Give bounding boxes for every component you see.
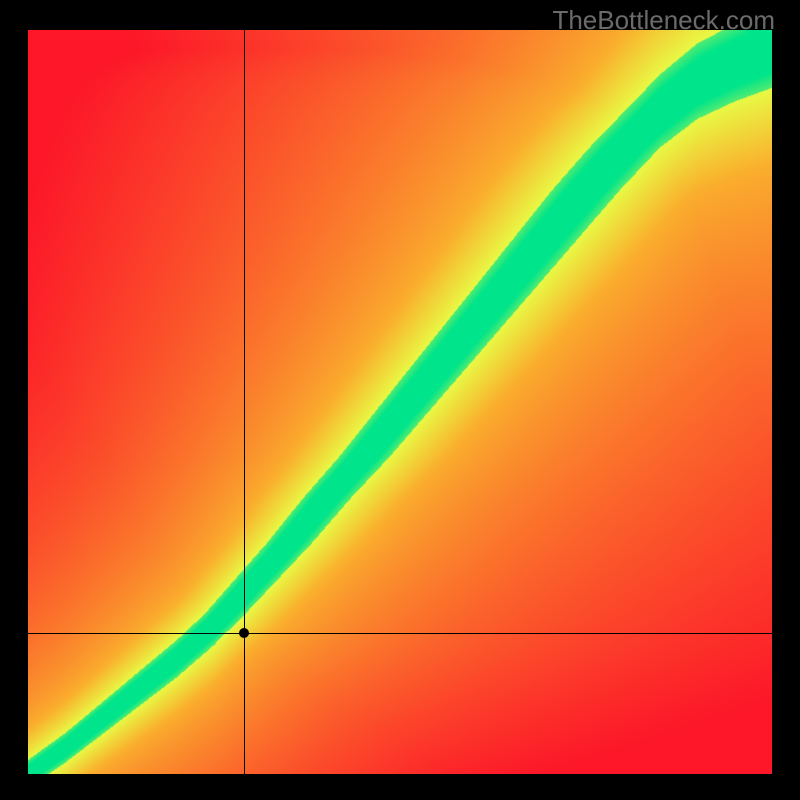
chart-container: TheBottleneck.com	[0, 0, 800, 800]
crosshair-vertical	[244, 30, 245, 774]
crosshair-horizontal	[28, 633, 772, 634]
bottleneck-heatmap	[28, 30, 772, 774]
watermark-text: TheBottleneck.com	[552, 5, 775, 36]
selection-marker	[239, 628, 249, 638]
